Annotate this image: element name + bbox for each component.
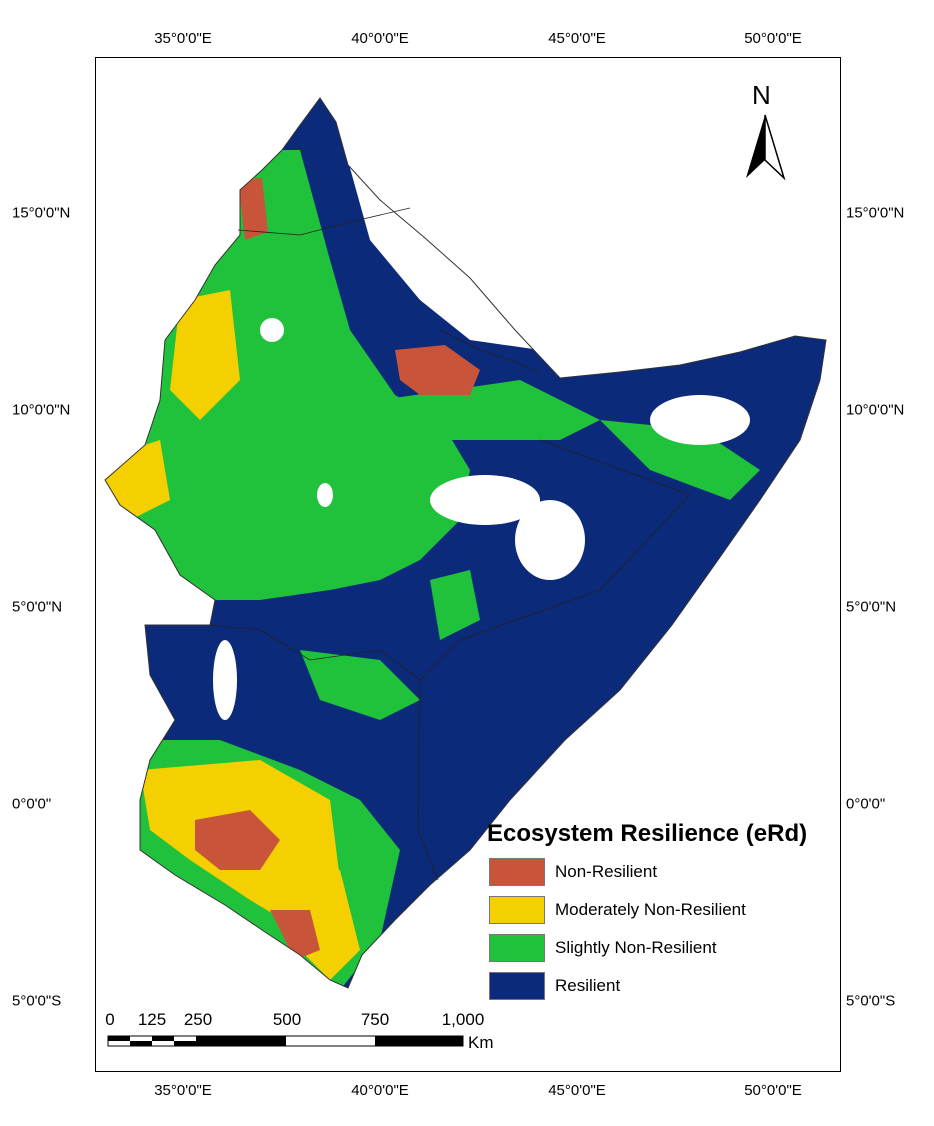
graticule-left-label-15n: 15°0'0"N xyxy=(12,204,71,222)
legend-title: Ecosystem Resilience (eRd) xyxy=(487,820,808,847)
scale-bar xyxy=(107,1035,464,1047)
graticule-top-label-40e: 40°0'0"E xyxy=(351,30,409,47)
map-frame xyxy=(95,57,841,1072)
graticule-top-label-50e: 50°0'0"E xyxy=(744,30,802,47)
graticule-bottom-label-45e: 45°0'0"E xyxy=(548,1082,606,1099)
graticule-right-label-5n: 5°0'0"N xyxy=(846,598,897,616)
legend-swatch-resilient xyxy=(489,972,545,1000)
scale-tick-750: 750 xyxy=(360,1010,390,1029)
legend-label-slightly-non-resilient: Slightly Non-Resilient xyxy=(555,938,717,957)
resilience-classes xyxy=(105,98,826,988)
scale-tick-1000: 1,000 xyxy=(441,1010,485,1029)
graticule-left-label-5s: 5°0'0"S xyxy=(12,992,62,1010)
ethiopia-somalia-border xyxy=(419,494,691,681)
legend-label-non-resilient: Non-Resilient xyxy=(555,862,658,881)
graticule-left-label-10n: 10°0'0"N xyxy=(12,401,71,419)
scale-tick-125: 125 xyxy=(137,1010,167,1029)
scale-unit: Km xyxy=(468,1033,494,1052)
graticule-left-label-5n: 5°0'0"N xyxy=(12,598,63,616)
scale-tick-500: 500 xyxy=(272,1010,302,1029)
legend-label-moderately-non-resilient: Moderately Non-Resilient xyxy=(555,900,746,919)
legend-label-resilient: Resilient xyxy=(555,976,621,995)
legend-swatch-moderately-non-resilient xyxy=(489,896,545,924)
north-label: N xyxy=(752,80,771,110)
legend-swatch-non-resilient xyxy=(489,858,545,886)
graticule-bottom-label-40e: 40°0'0"E xyxy=(351,1082,409,1099)
scale-tick-250: 250 xyxy=(183,1010,213,1029)
ethiopia-kenya-border xyxy=(209,624,421,681)
non-resilient-regions xyxy=(195,178,480,960)
north-arrow-icon xyxy=(746,114,786,181)
graticule-right-label-10n: 10°0'0"N xyxy=(846,401,905,419)
eritrea-ethiopia-border xyxy=(237,207,411,236)
scale-tick-0: 0 xyxy=(105,1010,115,1029)
graticule-right-label-15n: 15°0'0"N xyxy=(846,204,905,222)
graticule-top-label-35e: 35°0'0"E xyxy=(154,30,212,47)
graticule-top-label-45e: 45°0'0"E xyxy=(548,30,606,47)
legend: Ecosystem Resilience (eRd) Non-Resilient… xyxy=(487,820,808,1000)
graticule-bottom-label-50e: 50°0'0"E xyxy=(744,1082,802,1099)
somaliland-border xyxy=(539,439,691,496)
legend-swatch-slightly-non-resilient xyxy=(489,934,545,962)
graticule-bottom-label-35e: 35°0'0"E xyxy=(154,1082,212,1099)
graticule-right-label-0: 0°0'0" xyxy=(846,795,886,813)
kenya-somalia-border xyxy=(417,679,439,881)
djibouti-border xyxy=(439,329,541,373)
graticule-right-label-5s: 5°0'0"S xyxy=(846,992,896,1010)
graticule-left-label-0: 0°0'0" xyxy=(12,795,52,813)
